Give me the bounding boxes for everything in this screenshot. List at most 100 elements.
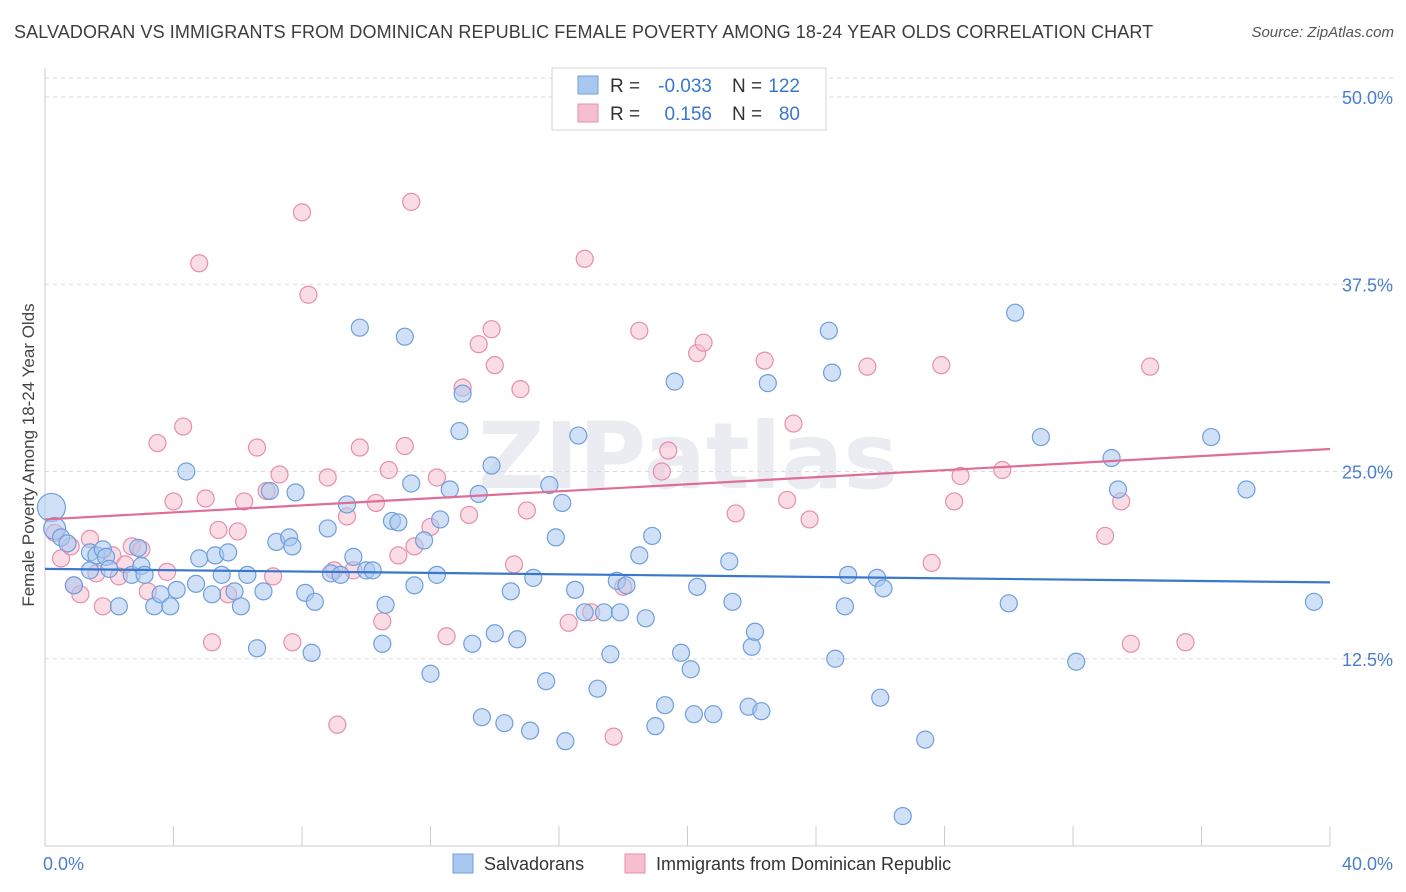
salvadorans-point-43 (337, 495, 357, 514)
salvadorans-point-73 (540, 475, 559, 495)
salvadorans-point-64 (472, 708, 491, 727)
stats-legend-n-value-2: 80 (779, 104, 800, 125)
dominican-point-65 (694, 333, 713, 352)
salvadorans-point-89 (646, 717, 665, 736)
salvadorans-point-79 (575, 603, 594, 622)
salvadorans-point-84 (610, 603, 630, 622)
salvadorans-point-30 (247, 639, 267, 658)
salvadorans-point-98 (723, 592, 742, 611)
salvadorans-point-103 (758, 374, 777, 393)
salvadorans-point-85 (617, 576, 636, 595)
axes (44, 68, 1331, 847)
legend-dominican-label: Immigrants from Dominican Republic (656, 854, 951, 874)
chart-title: SALVADORAN VS IMMIGRANTS FROM DOMINICAN … (14, 22, 1154, 42)
stats-legend-pink-swatch (577, 103, 599, 123)
dominican-point-81 (1176, 633, 1195, 652)
salvadorans-point-19 (167, 580, 186, 599)
dominican-point-18 (190, 254, 209, 273)
stats-legend-n-label-1: N = (732, 76, 762, 97)
salvadorans-point-77 (565, 580, 585, 599)
salvadorans-point-36 (286, 483, 305, 502)
legend-salvadorans-swatch (452, 853, 474, 874)
salvadorans-point-60 (450, 421, 469, 441)
salvadorans-point-94 (684, 705, 704, 724)
salvadorans-point-63 (469, 484, 488, 504)
salvadorans-point-120 (1202, 427, 1221, 447)
salvadorans-point-62 (463, 634, 482, 653)
salvadorans-point-119 (1108, 480, 1128, 499)
salvadorans-point-105 (822, 363, 842, 382)
chart-source: Source: ZipAtlas.com (1251, 24, 1394, 41)
salvadorans-point-72 (537, 672, 556, 691)
salvadorans-point-86 (630, 546, 649, 565)
dominican-point-57 (575, 249, 594, 268)
salvadorans-trend-line (44, 567, 1331, 584)
salvadorans-point-107 (835, 597, 855, 616)
dominican-point-34 (328, 715, 347, 734)
salvadorans-point-61 (453, 384, 472, 403)
dominican-point-40 (379, 460, 398, 480)
y-tick-label-2: 37.5% (1342, 275, 1393, 295)
salvadorans-point-96 (704, 705, 723, 724)
dominican-point-51 (482, 320, 501, 339)
salvadorans-point-28 (231, 597, 251, 616)
dominican-point-21 (209, 520, 228, 540)
dominican-point-62 (652, 462, 671, 481)
stats-legend-blue-swatch (577, 75, 599, 95)
salvadorans-point-51 (389, 513, 408, 532)
salvadorans-point-116 (1031, 427, 1050, 447)
stats-legend-n-value-1: 122 (768, 76, 800, 97)
dominican-point-76 (993, 460, 1012, 480)
salvadorans-point-21 (186, 574, 206, 593)
salvadorans-point-53 (402, 474, 421, 493)
dominican-point-52 (485, 356, 504, 375)
dominican-point-73 (932, 356, 951, 375)
salvadorans-point-66 (485, 624, 504, 643)
stats-legend-r-value-2: 0.156 (664, 104, 712, 125)
dominican-point-23 (228, 522, 247, 541)
salvadorans-point-31 (254, 582, 273, 601)
dominican-point-72 (922, 553, 941, 572)
salvadorans-point-104 (819, 321, 838, 340)
salvadorans-point-95 (688, 577, 707, 596)
y-tick-label-1: 25.0% (1342, 463, 1393, 483)
salvadorans-point-90 (655, 696, 675, 715)
stats-legend-r-label-1: R = (610, 76, 640, 97)
salvadorans-point-117 (1067, 652, 1086, 671)
salvadorans-point-121 (1237, 480, 1256, 499)
dominican-point-7 (93, 597, 112, 616)
x-tick-labels: 0.0% 40.0% (43, 854, 1393, 874)
salvadorans-point-106 (826, 649, 845, 668)
dominican-point-15 (157, 562, 177, 581)
dominican-point-56 (559, 613, 578, 632)
series-salvadorans-points (36, 303, 1324, 826)
dominican-point-20 (202, 633, 222, 652)
salvadorans-point-0 (36, 492, 67, 523)
salvadorans-point-75 (553, 493, 572, 513)
salvadorans-point-108 (839, 565, 858, 584)
salvadorans-point-18 (161, 597, 180, 616)
salvadorans-point-87 (636, 609, 655, 628)
y-axis-label: Female Poverty Among 18-24 Year Olds (19, 303, 38, 606)
salvadorans-point-100 (742, 637, 761, 656)
salvadorans-point-44 (344, 547, 363, 566)
dominican-point-63 (659, 441, 678, 460)
salvadorans-point-57 (427, 565, 447, 584)
salvadorans-point-39 (305, 592, 324, 611)
salvadorans-point-42 (331, 565, 350, 584)
salvadorans-point-111 (871, 688, 890, 707)
salvadorans-point-113 (916, 730, 935, 749)
dominican-point-31 (299, 285, 318, 304)
salvadorans-point-11 (109, 597, 128, 616)
salvadorans-point-47 (363, 561, 382, 580)
salvadorans-point-93 (681, 660, 700, 679)
salvadorans-point-29 (238, 565, 257, 584)
salvadorans-point-23 (202, 585, 222, 604)
dominican-point-39 (373, 612, 392, 631)
salvadorans-point-76 (556, 732, 575, 751)
dominican-point-25 (247, 438, 267, 457)
dominican-point-28 (270, 465, 289, 484)
dominican-point-55 (517, 501, 536, 520)
salvadorans-point-78 (569, 426, 588, 445)
trend-lines (44, 447, 1331, 584)
